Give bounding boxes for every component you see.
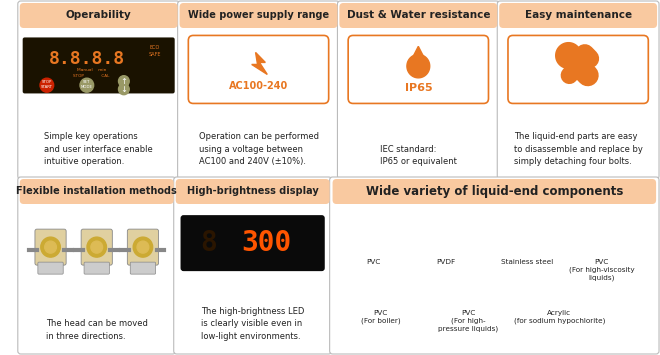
- Polygon shape: [407, 54, 430, 78]
- Text: Operation can be performed
using a voltage between
AC100 and 240V (±10%).: Operation can be performed using a volta…: [199, 132, 319, 166]
- FancyBboxPatch shape: [38, 262, 63, 274]
- Text: High-brightness display: High-brightness display: [187, 186, 319, 197]
- Text: 300: 300: [242, 229, 292, 257]
- FancyBboxPatch shape: [499, 3, 657, 28]
- Text: The head can be moved
in three directions.: The head can be moved in three direction…: [46, 320, 148, 341]
- Polygon shape: [411, 47, 426, 61]
- FancyBboxPatch shape: [20, 179, 174, 204]
- FancyBboxPatch shape: [188, 36, 329, 103]
- FancyBboxPatch shape: [84, 262, 110, 274]
- Text: ↑: ↑: [120, 77, 127, 86]
- Text: Stainless steel: Stainless steel: [501, 258, 553, 264]
- FancyBboxPatch shape: [497, 1, 659, 179]
- Circle shape: [565, 51, 572, 60]
- FancyBboxPatch shape: [176, 179, 329, 204]
- FancyBboxPatch shape: [339, 3, 497, 28]
- Text: ↓: ↓: [120, 85, 127, 94]
- Text: PVDF: PVDF: [436, 258, 455, 264]
- Circle shape: [119, 84, 129, 95]
- FancyBboxPatch shape: [18, 1, 180, 179]
- Text: SET
MODE: SET MODE: [81, 80, 93, 88]
- Text: Manual    min: Manual min: [77, 67, 106, 72]
- Text: PVC
(For boiler): PVC (For boiler): [360, 311, 400, 324]
- FancyBboxPatch shape: [127, 229, 158, 265]
- Text: 8: 8: [200, 229, 216, 257]
- Circle shape: [40, 78, 53, 92]
- Text: Flexible installation methods: Flexible installation methods: [16, 186, 177, 197]
- FancyBboxPatch shape: [81, 229, 112, 265]
- Text: Wide power supply range: Wide power supply range: [188, 11, 329, 21]
- Text: Dust & Water resistance: Dust & Water resistance: [346, 11, 490, 21]
- Text: PVC: PVC: [367, 258, 381, 264]
- Circle shape: [87, 237, 106, 257]
- FancyBboxPatch shape: [20, 3, 178, 28]
- Text: PVC
(For high-viscosity
liquids): PVC (For high-viscosity liquids): [569, 258, 634, 280]
- FancyBboxPatch shape: [329, 177, 659, 354]
- FancyBboxPatch shape: [178, 1, 339, 179]
- Circle shape: [137, 241, 148, 253]
- Text: IEC standard:
IP65 or equivalent: IEC standard: IP65 or equivalent: [380, 144, 457, 166]
- Circle shape: [119, 76, 129, 87]
- Text: ECO
SAFE: ECO SAFE: [148, 45, 161, 57]
- FancyBboxPatch shape: [174, 177, 331, 354]
- Text: STOP
START: STOP START: [41, 80, 53, 88]
- FancyBboxPatch shape: [348, 36, 488, 103]
- FancyBboxPatch shape: [35, 229, 66, 265]
- Text: 8.8.8.8: 8.8.8.8: [49, 50, 125, 68]
- Circle shape: [41, 237, 60, 257]
- FancyBboxPatch shape: [180, 3, 337, 28]
- Text: Wide variety of liquid-end components: Wide variety of liquid-end components: [366, 185, 623, 198]
- FancyBboxPatch shape: [22, 37, 175, 93]
- Text: Operability: Operability: [66, 11, 131, 21]
- Text: Acrylic
(for sodium hypochlorite): Acrylic (for sodium hypochlorite): [513, 311, 605, 324]
- FancyBboxPatch shape: [508, 36, 648, 103]
- Polygon shape: [251, 53, 267, 75]
- FancyBboxPatch shape: [333, 179, 656, 204]
- Text: IP65: IP65: [405, 83, 432, 93]
- Text: The high-brightness LED
is clearly visible even in
low-light environments.: The high-brightness LED is clearly visib…: [201, 307, 304, 341]
- Circle shape: [91, 241, 102, 253]
- Circle shape: [133, 237, 152, 257]
- Circle shape: [45, 241, 56, 253]
- FancyBboxPatch shape: [337, 1, 499, 179]
- Text: Simple key operations
and user interface enable
intuitive operation.: Simple key operations and user interface…: [44, 132, 153, 166]
- Text: The liquid-end parts are easy
to disassemble and replace by
simply detaching fou: The liquid-end parts are easy to disasse…: [513, 132, 643, 166]
- FancyBboxPatch shape: [18, 177, 176, 354]
- Text: PVC
(For high-
pressure liquids): PVC (For high- pressure liquids): [438, 311, 498, 333]
- Text: Easy maintenance: Easy maintenance: [525, 11, 632, 21]
- FancyBboxPatch shape: [130, 262, 156, 274]
- Circle shape: [80, 78, 94, 92]
- Text: AC100-240: AC100-240: [229, 81, 288, 92]
- Text: STOP              CAL: STOP CAL: [73, 74, 110, 78]
- FancyBboxPatch shape: [181, 215, 325, 271]
